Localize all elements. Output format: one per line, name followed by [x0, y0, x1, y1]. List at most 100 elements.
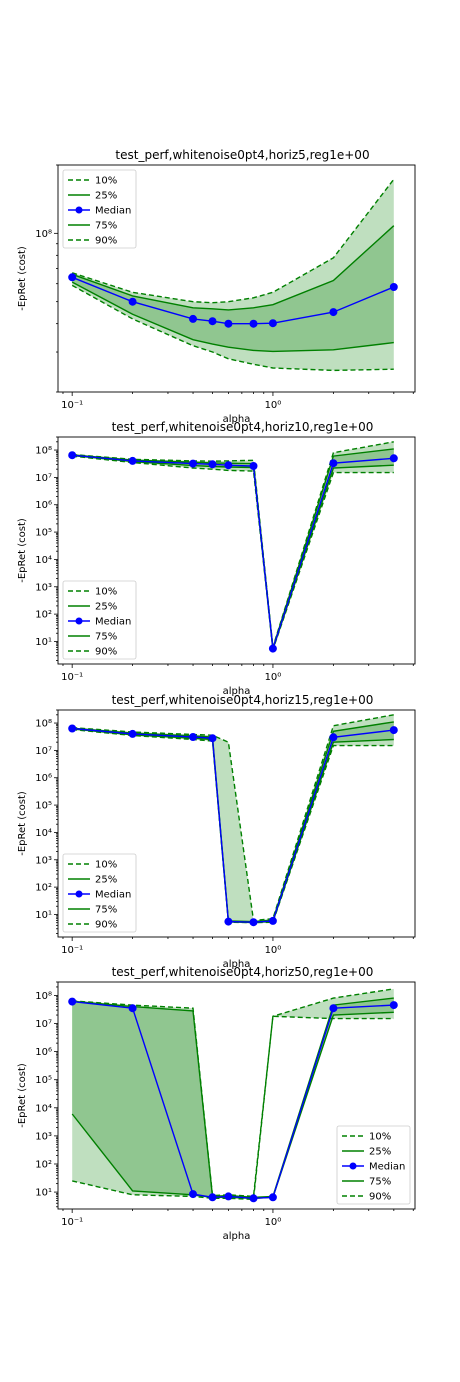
- legend-marker: [350, 1163, 357, 1170]
- legend: 10% 25% Median 75% 90%: [63, 581, 136, 659]
- y-tick-label: 10⁷: [35, 746, 52, 757]
- legend-label: 10%: [95, 860, 117, 871]
- median-point: [69, 725, 76, 732]
- legend: 10% 25% Median 75% 90%: [63, 170, 136, 248]
- chart-1: 10⁻¹ 10⁰ 10⁸ test_perf,whitenoise0pt4,horiz…: [17, 148, 415, 425]
- x-tick-label: 10⁰: [265, 400, 282, 411]
- median-point: [390, 727, 397, 734]
- y-tick-label: 10³: [35, 855, 52, 866]
- y-tick-label: 10⁵: [35, 801, 52, 812]
- y-tick-label: 10⁷: [35, 1019, 52, 1030]
- legend-marker: [76, 891, 83, 898]
- legend-label: 90%: [95, 920, 117, 931]
- median-point: [250, 1195, 257, 1202]
- median-point: [225, 462, 232, 469]
- x-tick-label: 10⁰: [265, 945, 282, 956]
- median-point: [269, 917, 276, 924]
- median-point: [225, 918, 232, 925]
- median-point: [390, 1002, 397, 1009]
- median-point: [225, 320, 232, 327]
- y-tick-label: 10¹: [35, 637, 52, 648]
- median-point: [209, 1194, 216, 1201]
- legend-marker: [76, 207, 83, 214]
- x-tick-label: 10⁻¹: [61, 400, 83, 411]
- x-tick-label: 10⁻¹: [61, 672, 83, 683]
- median-point: [225, 1193, 232, 1200]
- legend: 10% 25% Median 75% 90%: [63, 854, 136, 932]
- legend-label: 75%: [369, 1177, 391, 1188]
- y-tick-label: 10⁶: [35, 773, 52, 784]
- chart-title: test_perf,whitenoise0pt4,horiz50,reg1e+0…: [112, 965, 374, 979]
- median-point: [269, 320, 276, 327]
- median-point: [209, 461, 216, 468]
- legend-label: Median: [95, 206, 131, 217]
- y-tick-label: 10¹: [35, 910, 52, 921]
- legend-label: 10%: [369, 1132, 391, 1143]
- x-axis-label: alpha: [223, 1231, 251, 1242]
- y-axis-label: -EpRet (cost): [17, 791, 28, 856]
- y-tick-label: 10¹: [35, 1188, 52, 1199]
- median-point: [190, 734, 197, 741]
- y-tick-label: 10²: [35, 610, 52, 621]
- legend-label: 25%: [95, 875, 117, 886]
- chart-title: test_perf,whitenoise0pt4,horiz15,reg1e+0…: [112, 693, 374, 707]
- median-point: [390, 455, 397, 462]
- legend-label: Median: [369, 1162, 405, 1173]
- y-tick-label: 10³: [35, 582, 52, 593]
- legend-label: 90%: [95, 236, 117, 247]
- legend-label: 90%: [95, 647, 117, 658]
- y-tick-label: 10⁸: [35, 229, 52, 240]
- y-tick-label: 10⁸: [35, 991, 52, 1002]
- legend-label: 25%: [369, 1147, 391, 1158]
- y-tick-label: 10⁶: [35, 500, 52, 511]
- legend-label: 10%: [95, 587, 117, 598]
- legend-label: 75%: [95, 905, 117, 916]
- median-point: [209, 735, 216, 742]
- y-tick-label: 10²: [35, 883, 52, 894]
- median-point: [190, 460, 197, 467]
- legend: 10% 25% Median 75% 90%: [337, 1126, 410, 1204]
- y-axis-label: -EpRet (cost): [17, 1063, 28, 1128]
- median-point: [129, 1005, 136, 1012]
- median-point: [330, 1005, 337, 1012]
- chart-3: 10⁻¹ 10⁰ 10¹ 10² 10³ 10⁴ 10⁵ 10⁶ 10⁷ 10⁸ test_perf…: [17, 693, 415, 970]
- median-point: [209, 318, 216, 325]
- y-tick-label: 10⁴: [35, 828, 52, 839]
- legend-label: 75%: [95, 221, 117, 232]
- chart-4: 10⁻¹ 10⁰ 10¹ 10² 10³ 10⁴ 10⁵ 10⁶ 10⁷ 10⁸ test_perf…: [17, 965, 415, 1242]
- median-point: [69, 998, 76, 1005]
- x-tick-label: 10⁰: [265, 1217, 282, 1228]
- y-axis-label: -EpRet (cost): [17, 246, 28, 311]
- chart-title: test_perf,whitenoise0pt4,horiz5,reg1e+00: [115, 148, 369, 162]
- median-point: [129, 730, 136, 737]
- y-tick-label: 10⁶: [35, 1047, 52, 1058]
- median-point: [129, 298, 136, 305]
- median-point: [250, 320, 257, 327]
- median-point: [330, 734, 337, 741]
- median-point: [330, 460, 337, 467]
- legend-label: 25%: [95, 602, 117, 613]
- legend-label: 25%: [95, 191, 117, 202]
- median-point: [250, 919, 257, 926]
- chart-2: 10⁻¹ 10⁰ 10¹ 10² 10³ 10⁴ 10⁵ 10⁶ 10⁷ 10⁸ test_perf…: [17, 420, 415, 697]
- y-tick-label: 10⁴: [35, 555, 52, 566]
- legend-label: 10%: [95, 176, 117, 187]
- median-point: [330, 309, 337, 316]
- y-tick-label: 10⁷: [35, 473, 52, 484]
- legend-label: 75%: [95, 632, 117, 643]
- median-point: [69, 452, 76, 459]
- legend-marker: [76, 618, 83, 625]
- median-point: [390, 284, 397, 291]
- x-tick-label: 10⁻¹: [61, 1217, 83, 1228]
- median-point: [190, 315, 197, 322]
- y-tick-label: 10⁸: [35, 719, 52, 730]
- y-tick-label: 10⁸: [35, 446, 52, 457]
- legend-label: Median: [95, 617, 131, 628]
- legend-label: Median: [95, 890, 131, 901]
- y-tick-label: 10⁵: [35, 1075, 52, 1086]
- y-tick-label: 10⁴: [35, 1103, 52, 1114]
- x-tick-label: 10⁰: [265, 672, 282, 683]
- legend-label: 90%: [369, 1192, 391, 1203]
- x-tick-label: 10⁻¹: [61, 945, 83, 956]
- median-point: [129, 457, 136, 464]
